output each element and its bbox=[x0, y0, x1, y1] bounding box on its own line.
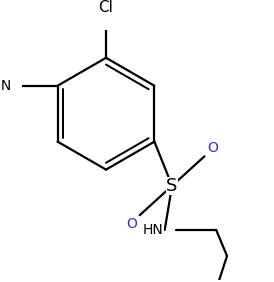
Text: H₂N: H₂N bbox=[0, 79, 12, 93]
Text: O: O bbox=[126, 217, 137, 231]
Text: S: S bbox=[166, 177, 178, 195]
Text: Cl: Cl bbox=[99, 0, 113, 15]
Text: HN: HN bbox=[142, 223, 163, 237]
Text: O: O bbox=[207, 141, 218, 155]
